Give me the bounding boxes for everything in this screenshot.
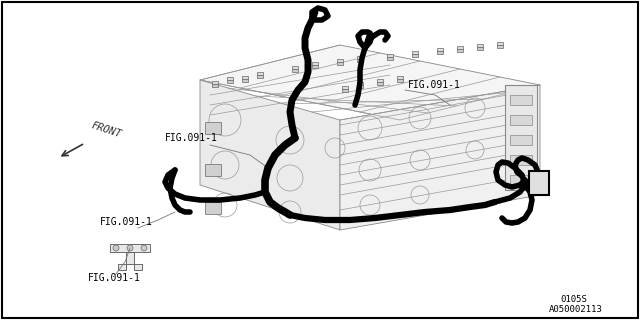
Polygon shape: [340, 85, 540, 230]
Bar: [412, 54, 418, 57]
Bar: [357, 56, 363, 59]
Bar: [510, 135, 532, 145]
Text: FRONT: FRONT: [90, 121, 123, 140]
Bar: [387, 54, 393, 57]
Bar: [387, 57, 393, 60]
Bar: [457, 46, 463, 49]
Bar: [227, 77, 233, 80]
Text: 0105S: 0105S: [560, 295, 587, 304]
Bar: [342, 86, 348, 89]
Bar: [205, 202, 221, 214]
Bar: [126, 252, 134, 264]
Bar: [257, 72, 263, 75]
FancyBboxPatch shape: [529, 171, 549, 195]
Polygon shape: [200, 80, 340, 230]
Bar: [477, 44, 483, 47]
Bar: [242, 76, 248, 79]
Bar: [397, 79, 403, 82]
Bar: [437, 51, 443, 54]
Bar: [437, 48, 443, 51]
Bar: [477, 47, 483, 50]
Bar: [377, 82, 383, 85]
Bar: [357, 82, 363, 85]
Text: FIG.091-1: FIG.091-1: [165, 133, 218, 143]
Bar: [412, 51, 418, 54]
Bar: [212, 81, 218, 84]
Bar: [510, 175, 532, 185]
Bar: [134, 264, 142, 270]
Bar: [292, 66, 298, 69]
Bar: [505, 85, 537, 190]
Bar: [510, 95, 532, 105]
Bar: [312, 62, 318, 65]
Bar: [337, 62, 343, 65]
Bar: [510, 155, 532, 165]
Bar: [257, 75, 263, 78]
Bar: [205, 122, 221, 134]
Text: FIG.091-1: FIG.091-1: [100, 217, 153, 227]
Text: FIG.091-1: FIG.091-1: [408, 80, 461, 90]
Bar: [227, 80, 233, 83]
Bar: [205, 164, 221, 176]
Bar: [337, 59, 343, 62]
Bar: [377, 79, 383, 82]
Text: A050002113: A050002113: [549, 305, 603, 314]
Bar: [312, 65, 318, 68]
Bar: [497, 45, 503, 48]
Bar: [242, 79, 248, 82]
Circle shape: [127, 245, 133, 251]
Bar: [118, 264, 126, 270]
Bar: [292, 69, 298, 72]
Polygon shape: [200, 45, 540, 120]
Bar: [342, 89, 348, 92]
Circle shape: [113, 245, 119, 251]
Bar: [510, 115, 532, 125]
Bar: [397, 76, 403, 79]
Text: FIG.091-1: FIG.091-1: [88, 273, 141, 283]
Bar: [457, 49, 463, 52]
Bar: [357, 59, 363, 62]
Bar: [497, 42, 503, 45]
Bar: [110, 244, 150, 252]
Circle shape: [141, 245, 147, 251]
Bar: [357, 85, 363, 88]
Bar: [212, 84, 218, 87]
